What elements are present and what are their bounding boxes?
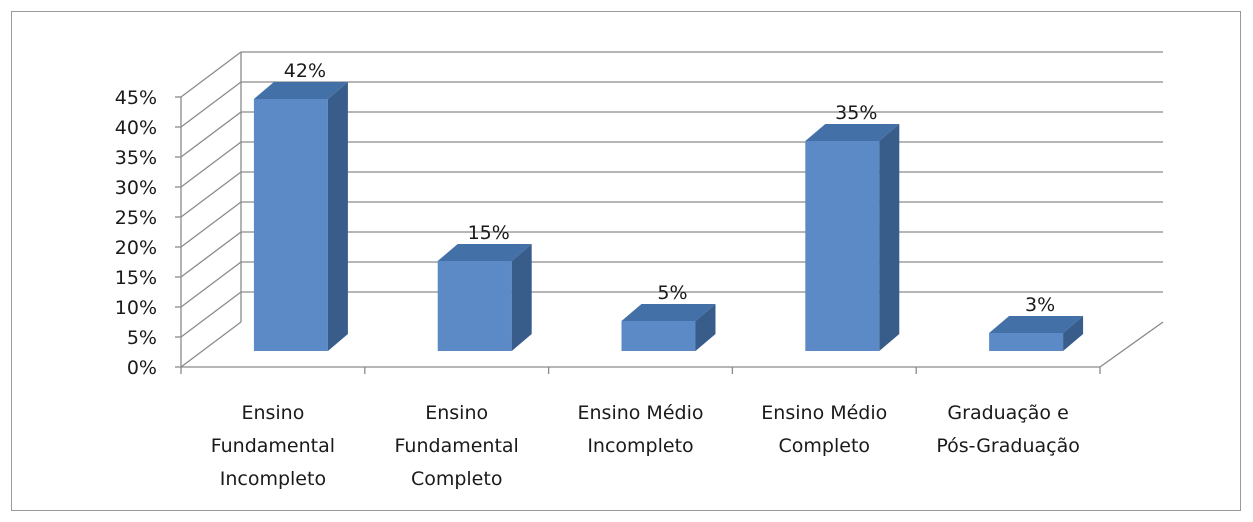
y-tick-label: 15% — [115, 267, 157, 289]
gridline-side — [180, 81, 242, 128]
category-label-line: Ensino Médio — [761, 402, 887, 424]
gridline-side — [180, 201, 242, 248]
gridline-side — [180, 171, 242, 218]
y-tick-label: 25% — [115, 207, 157, 229]
axes — [175, 96, 1164, 374]
category-label: Ensino Médio Completo — [761, 402, 887, 457]
data-labels: 42% 15% 5% 35% 3% — [284, 60, 1055, 316]
y-tick-label: 20% — [115, 237, 157, 259]
y-tick-label: 45% — [115, 87, 157, 109]
y-tick-label: 5% — [127, 327, 157, 349]
gridline-side — [180, 291, 242, 338]
category-label-line: Ensino Médio — [578, 402, 704, 424]
y-tick-label: 40% — [115, 117, 157, 139]
bar — [805, 124, 900, 351]
category-label-line: Incompleto — [220, 468, 326, 490]
bar-top — [621, 304, 716, 321]
data-label: 35% — [835, 102, 877, 124]
category-label: Ensino Fundamental Completo — [395, 402, 519, 490]
bar-front — [437, 261, 512, 351]
gridline-side — [180, 111, 242, 158]
category-label-line: Fundamental — [211, 435, 335, 457]
y-axis-ticks: 0% 5% 10% 15% 20% 25% 30% 35% 40% 45% — [115, 87, 157, 379]
bars — [253, 82, 1084, 351]
y-tick-label: 30% — [115, 177, 157, 199]
category-label-line: Completo — [779, 435, 871, 457]
data-label: 15% — [468, 222, 510, 244]
category-label-line: Ensino — [425, 402, 488, 424]
bar-side — [1063, 316, 1084, 351]
category-label-line: Completo — [411, 468, 503, 490]
category-label-line: Pós-Graduação — [936, 435, 1080, 457]
category-labels: Ensino Fundamental Incompleto Ensino Fundame… — [211, 402, 1080, 490]
data-label: 5% — [657, 282, 687, 304]
bar-front — [989, 333, 1064, 351]
category-label-line: Graduação e — [947, 402, 1068, 424]
bar — [437, 244, 532, 351]
gridline-side — [180, 51, 242, 98]
bar-top — [437, 244, 532, 261]
category-label: Ensino Médio Incompleto — [578, 402, 704, 457]
category-label: Ensino Fundamental Incompleto — [211, 402, 335, 490]
bar — [989, 316, 1084, 351]
gridline-side — [180, 261, 242, 308]
bar-side — [695, 304, 716, 351]
y-tick-label: 10% — [115, 297, 157, 319]
bar-top — [989, 316, 1084, 333]
gridline-side — [180, 141, 242, 188]
bar — [621, 304, 716, 351]
y-tick-label: 0% — [127, 357, 157, 379]
data-label: 3% — [1025, 294, 1055, 316]
gridlines — [180, 51, 1163, 368]
bar-front — [253, 99, 328, 351]
chart-frame — [11, 11, 1241, 511]
bar — [253, 82, 348, 351]
gridline-side — [180, 321, 242, 368]
bar-top — [805, 124, 900, 141]
bar-front — [621, 321, 696, 351]
data-label: 42% — [284, 60, 326, 82]
category-label-line: Fundamental — [395, 435, 519, 457]
category-label-line: Ensino — [241, 402, 304, 424]
bar-front — [805, 141, 880, 351]
bar-side — [511, 244, 532, 351]
category-label-line: Incompleto — [587, 435, 693, 457]
bar-top — [253, 82, 348, 99]
bar-side — [327, 82, 348, 351]
category-label: Graduação e Pós-Graduação — [936, 402, 1080, 457]
bar-side — [879, 124, 900, 351]
y-tick-label: 35% — [115, 147, 157, 169]
gridline-side — [180, 231, 242, 278]
floor-right-edge — [1099, 321, 1164, 368]
